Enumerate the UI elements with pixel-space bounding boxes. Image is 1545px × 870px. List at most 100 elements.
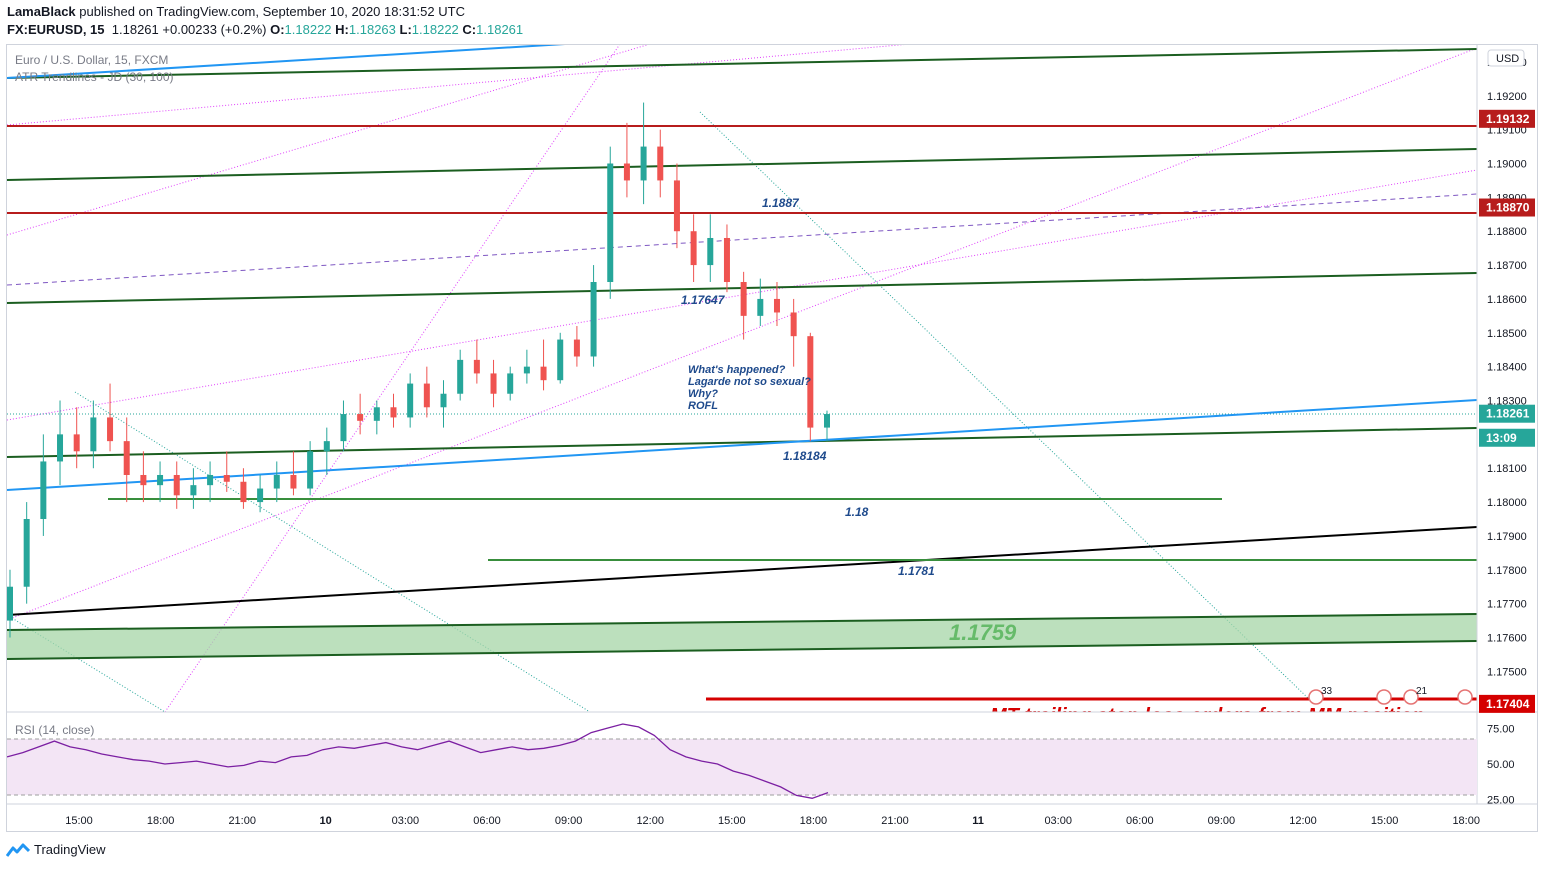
- black-trendline: [7, 526, 1477, 616]
- candle-body: [540, 366, 547, 381]
- candle-body: [573, 339, 580, 357]
- high-value: 1.18263: [348, 22, 396, 37]
- flag-icon[interactable]: [1403, 689, 1419, 705]
- price-tick-label: 1.18400: [1487, 362, 1527, 374]
- price-tick-label: 1.17800: [1487, 565, 1527, 577]
- flag-icon[interactable]: [1376, 689, 1392, 705]
- event-count-2: 21: [1416, 686, 1428, 697]
- candle-body: [57, 434, 64, 462]
- last-price: 1.18261: [111, 22, 159, 37]
- currency-label: USD: [1496, 53, 1519, 65]
- candle-body: [107, 417, 114, 442]
- candle-body: [407, 383, 414, 418]
- time-axis[interactable]: 15:00 18:00 21:00 10 03:00 06:00 09:00 12:00 15:…: [65, 815, 1480, 827]
- rsi-axis: 75.00 50.00 25.00: [1487, 723, 1515, 806]
- candle-body: [507, 373, 514, 394]
- price-tick-label: 1.17500: [1487, 666, 1527, 678]
- currency-badge[interactable]: [1487, 49, 1525, 67]
- candle-body: [707, 237, 714, 266]
- rsi-pane: [7, 723, 1477, 799]
- symbol-label: FX:EURUSD, 15: [7, 22, 105, 37]
- time-tick-label: 18:00: [800, 815, 828, 827]
- candle-body: [807, 336, 814, 428]
- price-axis[interactable]: 1.193001.192001.191001.190001.189001.188…: [1487, 57, 1527, 678]
- time-tick-label: 18:00: [1452, 815, 1480, 827]
- time-tick-label: 11: [972, 815, 984, 827]
- time-tick-label: 21:00: [228, 815, 256, 827]
- candle-body: [673, 180, 680, 232]
- time-tick-label: 15:00: [65, 815, 93, 827]
- author-name[interactable]: LamaBlack: [7, 4, 76, 19]
- comment-line-1: What's happened?: [688, 364, 786, 376]
- low-label: L:: [399, 22, 412, 37]
- time-tick-label: 12:00: [1289, 815, 1317, 827]
- event-count-1: 33: [1321, 686, 1333, 697]
- comment-line-4: ROFL: [688, 400, 718, 412]
- indicator-legend[interactable]: ATR Trendlines - JD (30, 100): [15, 70, 174, 84]
- tradingview-logo-icon[interactable]: [6, 843, 30, 857]
- brand-name[interactable]: TradingView: [34, 842, 106, 857]
- time-tick-label: 09:00: [1208, 815, 1236, 827]
- flag-icon[interactable]: [1457, 689, 1473, 705]
- candle-body: [623, 163, 630, 181]
- candle-body: [490, 373, 497, 394]
- candle-body: [140, 474, 147, 486]
- candle-body: [123, 441, 130, 475]
- price-badge-label: 1.18261: [1486, 407, 1530, 421]
- publish-text: published on TradingView.com, September …: [79, 4, 465, 19]
- candle-body: [557, 339, 564, 381]
- candle-body: [423, 383, 430, 408]
- rsi-tick-label: 50.00: [1487, 759, 1515, 771]
- candle-body: [390, 407, 397, 418]
- price-tick-label: 1.18000: [1487, 497, 1527, 509]
- chart-frame: [6, 44, 1538, 832]
- candle-body: [607, 163, 614, 283]
- candle-body: [7, 586, 13, 621]
- candle-body: [190, 485, 197, 496]
- open-label: O:: [270, 22, 285, 37]
- price-badge-label: 1.18870: [1486, 201, 1530, 215]
- rsi-line: [7, 723, 829, 799]
- candle-body: [90, 417, 97, 452]
- rsi-tick-label: 75.00: [1487, 723, 1515, 735]
- price-badge-label: 1.17404: [1486, 697, 1530, 711]
- event-badges[interactable]: 33 21: [1308, 686, 1473, 705]
- time-tick-label: 21:00: [881, 815, 909, 827]
- green-dotted-line: [699, 111, 1311, 701]
- annotation-1-17647: 1.17647: [681, 293, 726, 307]
- blue-trendline: [7, 45, 566, 79]
- blue-trendline: [7, 399, 1477, 491]
- candle-body: [457, 359, 464, 394]
- series-legend[interactable]: Euro / U.S. Dollar, 15, FXCM: [15, 53, 168, 67]
- support-zone: [7, 614, 1477, 659]
- price-tick-label: 1.18700: [1487, 260, 1527, 272]
- candle-body: [207, 474, 214, 486]
- comment-line-2: Lagarde not so sexual?: [688, 376, 811, 388]
- candle-body: [290, 474, 297, 489]
- candle-body: [824, 414, 830, 428]
- price-badges: 1.19132 1.18870 1.18261 13:09 1.17404: [1479, 109, 1535, 713]
- zone-bottom-line: [7, 640, 1477, 660]
- candle-body: [23, 519, 30, 587]
- candle-body: [690, 231, 697, 266]
- time-tick-label: 06:00: [473, 815, 501, 827]
- publish-info: LamaBlack published on TradingView.com, …: [7, 4, 465, 19]
- candle-body: [240, 481, 247, 503]
- candle-body: [307, 451, 314, 489]
- price-tick-label: 1.18500: [1487, 328, 1527, 340]
- rsi-legend[interactable]: RSI (14, close): [15, 723, 94, 737]
- annotation-1-18: 1.18: [845, 505, 869, 519]
- flag-icon[interactable]: [1308, 689, 1324, 705]
- time-tick-label: 06:00: [1126, 815, 1154, 827]
- price-tick-label: 1.18800: [1487, 226, 1527, 238]
- time-tick-label: 12:00: [636, 815, 664, 827]
- annotation-1-1887: 1.1887: [762, 196, 800, 210]
- pink-trendline: [7, 45, 649, 236]
- price-tick-label: 1.18600: [1487, 294, 1527, 306]
- time-tick-label: 15:00: [1371, 815, 1399, 827]
- candle-body: [157, 474, 164, 486]
- time-tick-label: 03:00: [392, 815, 420, 827]
- stop-loss-caption: MT trailing stop loss orders from MM pos…: [990, 705, 1424, 727]
- price-tick-label: 1.17700: [1487, 599, 1527, 611]
